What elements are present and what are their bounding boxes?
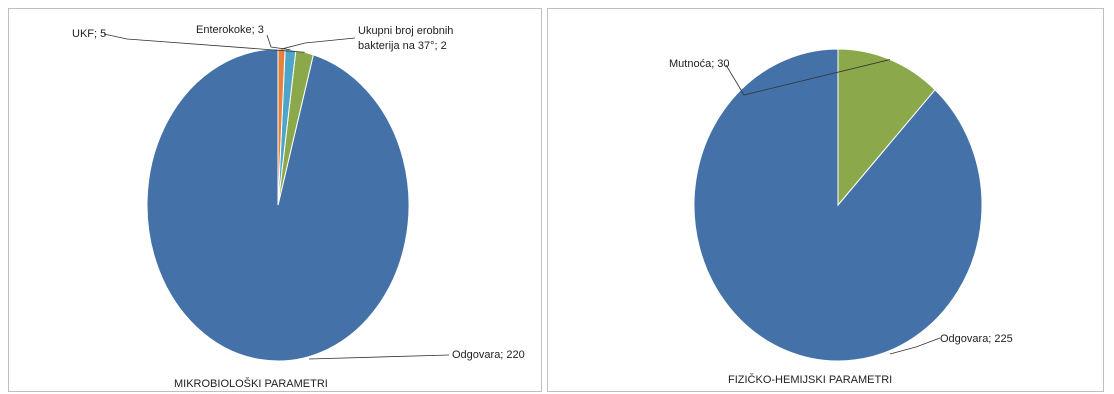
leader-line-mutnoca bbox=[725, 59, 891, 96]
slice-label-ukupni-line1: Ukupni broj erobnih bbox=[358, 25, 453, 37]
slice-label-mutnoca: Mutnoća; 30 bbox=[669, 58, 730, 70]
slice-label-ukf: UKF; 5 bbox=[72, 28, 106, 40]
slice-label-odgovara: Odgovara; 220 bbox=[452, 349, 525, 361]
chart-panel-microbiological: Odgovara; 220 UKF; 5 Enterokoke; 3 Ukupn… bbox=[8, 8, 542, 392]
leader-line-ukupni bbox=[281, 37, 356, 50]
slice-label-ukupni-line2: bakterija na 37°; 2 bbox=[358, 40, 447, 52]
slice-label-enterokoke: Enterokoke; 3 bbox=[196, 24, 264, 36]
leader-line-odgovara bbox=[889, 337, 941, 355]
chart-xlabel-physico-chemical: FIZIČKO-HEMIJSKI PARAMETRI bbox=[728, 373, 892, 386]
chart-xlabel-microbiological: MIKROBIOLOŠKI PARAMETRI bbox=[174, 377, 328, 390]
leader-line-odgovara bbox=[308, 354, 450, 360]
pie-chart-microbiological: Odgovara; 220 UKF; 5 Enterokoke; 3 Ukupn… bbox=[72, 24, 525, 390]
chart-panel-physico-chemical: Odgovara; 225 Mutnoća; 30 FIZIČKO-HEMIJS… bbox=[547, 8, 1104, 392]
leader-line-ukf bbox=[103, 33, 305, 53]
slice-label-odgovara: Odgovara; 225 bbox=[940, 333, 1013, 345]
pie-chart-physico-chemical: Odgovara; 225 Mutnoća; 30 FIZIČKO-HEMIJS… bbox=[669, 48, 1013, 386]
